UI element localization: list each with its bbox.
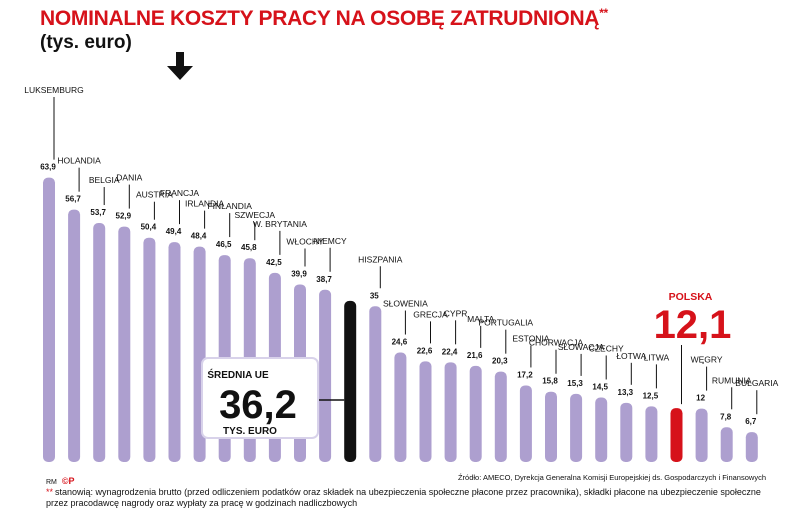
category-label-austria: AUSTRIA: [136, 190, 173, 200]
value-label-cypr: 22,4: [442, 347, 458, 356]
value-label-w-brytania: 42,5: [266, 258, 282, 267]
category-label-chorwacja: CHORWACJA: [529, 338, 584, 348]
category-label-dania: DANIA: [116, 173, 142, 183]
bar-grecja: [419, 361, 432, 462]
category-label-słowacja: SŁOWACJA: [558, 342, 605, 352]
down-arrow-icon: [167, 52, 193, 80]
value-label-francja: 49,4: [166, 227, 182, 236]
value-label-hiszpania: 35: [370, 291, 379, 300]
source-note: Źródło: AMECO, Dyrekcja Generalna Komisj…: [457, 473, 766, 482]
value-label-luksemburg: 63,9: [40, 163, 56, 172]
bar-czechy: [595, 397, 608, 462]
bar-dania: [118, 226, 131, 462]
value-label-włochy: 39,9: [291, 269, 307, 278]
category-label-malta: MALTA: [467, 314, 494, 324]
bar-rumunia: [720, 427, 733, 462]
category-label-czechy: CZECHY: [589, 343, 624, 353]
category-label-belgia: BELGIA: [89, 175, 120, 185]
highlight-label: POLSKA: [669, 291, 713, 303]
value-label-chorwacja: 15,8: [542, 377, 558, 386]
value-label-austria: 50,4: [141, 223, 157, 232]
category-label-rumunia: RUMUNIA: [712, 375, 752, 385]
chart-title-text: NOMINALNE KOSZTY PRACY NA OSOBĘ ZATRUDNI…: [40, 7, 600, 30]
bar-polska: [670, 408, 683, 462]
bar-chorwacja: [545, 391, 557, 462]
value-label-węgry: 12: [696, 394, 705, 403]
bar-malta: [469, 365, 482, 462]
value-label-bułgaria: 6,7: [745, 417, 757, 426]
bar-luksemburg: [43, 177, 55, 462]
value-label-rumunia: 7,8: [720, 412, 732, 421]
value-label-czechy: 14,5: [592, 382, 608, 391]
category-label-finlandia: FINLANDIA: [207, 201, 252, 211]
bar-słowacja: [570, 393, 583, 462]
value-label-portugalia: 20,3: [492, 357, 508, 366]
bar-węgry: [695, 408, 708, 462]
category-label-słowenia: SŁOWENIA: [383, 299, 428, 309]
category-label-estonia: ESTONIA: [512, 333, 549, 343]
value-label-łotwa: 13,3: [618, 388, 634, 397]
average-value: 36,2: [219, 383, 297, 427]
average-unit: TYS. EURO: [223, 426, 277, 437]
bar-niemcy: [319, 289, 332, 462]
bar-cypr: [444, 362, 457, 462]
value-label-słowacja: 15,3: [567, 379, 583, 388]
category-label-luksemburg: LUKSEMBURG: [24, 85, 84, 95]
chart-title: NOMINALNE KOSZTY PRACY NA OSOBĘ ZATRUDNI…: [40, 6, 608, 31]
highlight-value: 12,1: [654, 303, 732, 347]
category-label-szwecja: SZWECJA: [234, 210, 275, 220]
value-label-dania: 52,9: [116, 212, 132, 221]
bar-estonia: [519, 385, 532, 462]
category-label-w-brytania: W. BRYTANIA: [253, 219, 307, 229]
footnote-marker: **: [46, 487, 54, 497]
category-label-irlandia: IRLANDIA: [185, 199, 225, 209]
category-label-holandia: HOLANDIA: [57, 156, 101, 166]
average-label: ŚREDNIA UE: [207, 368, 269, 381]
bar-chart: 63,9 LUKSEMBURG 56,7 HOLANDIA 53,7 BELGIA 52,9…: [24, 52, 779, 462]
copyright-badge: ©P: [61, 476, 75, 486]
value-label-estonia: 17,2: [517, 370, 533, 379]
category-label-węgry: WĘGRY: [691, 355, 723, 365]
footnote: ** stanowią: wynagrodzenia brutto (przed …: [46, 487, 776, 509]
value-label-niemcy: 38,7: [316, 275, 332, 284]
category-label-łotwa: ŁOTWA: [616, 351, 646, 361]
agency-credit: RM ©P: [46, 476, 74, 486]
category-label-litwa: LITWA: [644, 352, 670, 362]
bar-łotwa: [620, 402, 633, 462]
bar-litwa: [645, 406, 658, 462]
category-label-niemcy: NIEMCY: [314, 236, 347, 246]
category-label-francja: FRANCJA: [160, 188, 200, 198]
chart-subtitle: (tys. euro): [40, 32, 132, 53]
bar-bułgaria: [745, 432, 758, 462]
value-label-belgia: 53,7: [90, 208, 106, 217]
category-label-bułgaria: BUŁGARIA: [735, 378, 778, 388]
value-label-holandia: 56,7: [65, 195, 81, 204]
agency-name: RM: [46, 479, 57, 486]
value-label-słowenia: 24,6: [392, 338, 408, 347]
category-label-włochy: WŁOCHY: [286, 236, 324, 246]
value-label-malta: 21,6: [467, 351, 483, 360]
bar-austria: [143, 237, 156, 462]
value-label-finlandia: 46,5: [216, 240, 232, 249]
title-footnote-marker: **: [599, 6, 608, 20]
category-label-cypr: CYPR: [444, 308, 468, 318]
average-callout-box: [201, 357, 319, 439]
category-label-portugalia: PORTUGALIA: [478, 318, 533, 328]
value-label-irlandia: 48,4: [191, 232, 207, 241]
value-label-litwa: 12,5: [643, 391, 659, 400]
value-label-grecja: 22,6: [417, 346, 433, 355]
bar-hiszpania: [369, 306, 382, 462]
category-label-hiszpania: HISZPANIA: [358, 254, 403, 264]
category-label-grecja: GRECJA: [413, 309, 448, 319]
bar-holandia: [68, 209, 81, 462]
bar-belgia: [93, 223, 106, 462]
bar-średnia-ue: [344, 300, 357, 462]
bar-francja: [168, 242, 181, 462]
bar-portugalia: [494, 371, 507, 462]
bar-słowenia: [394, 352, 407, 462]
footnote-text: stanowią: wynagrodzenia brutto (przed od…: [46, 487, 761, 508]
value-label-szwecja: 45,8: [241, 243, 257, 252]
